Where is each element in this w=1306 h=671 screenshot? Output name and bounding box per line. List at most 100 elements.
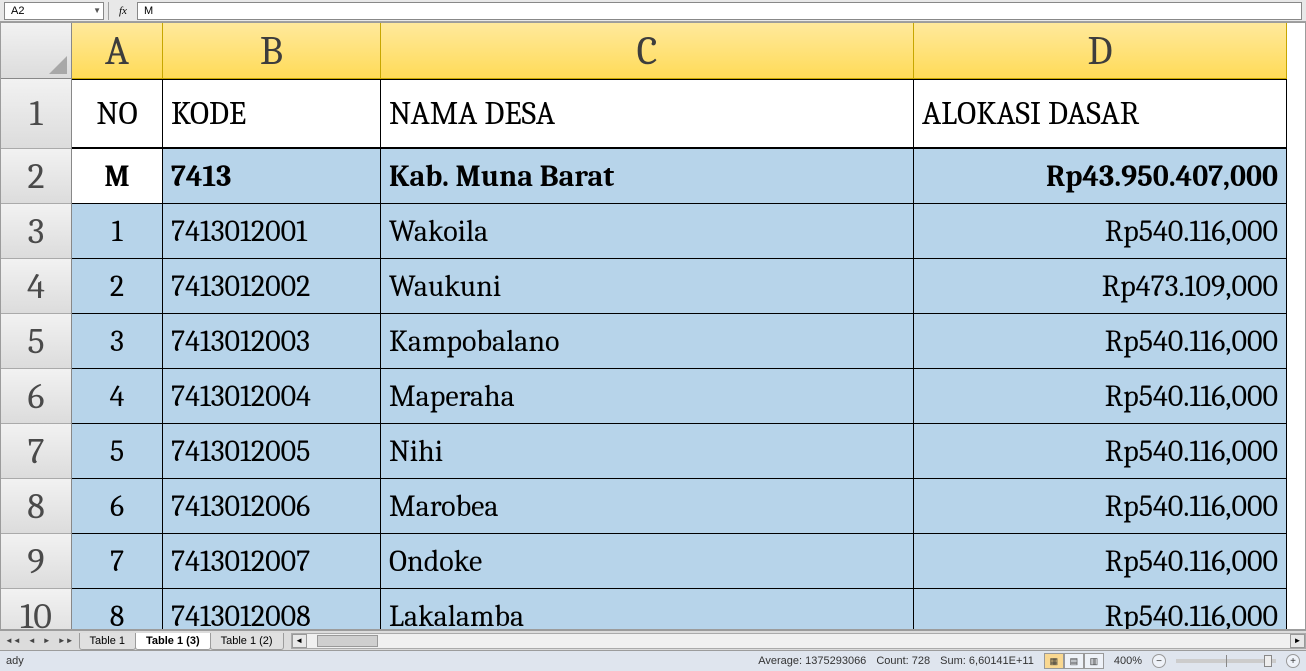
sheet-tab[interactable]: Table 1 (2)	[210, 633, 284, 650]
spreadsheet-grid: 1234567891011 ABCD NOKODENAMA DESAALOKAS…	[0, 22, 1306, 630]
name-box-value: A2	[11, 5, 24, 17]
cell-kode[interactable]: 7413012003	[163, 314, 381, 369]
tab-prev-icon[interactable]: ◄	[25, 634, 39, 647]
cell-kode[interactable]: 7413012001	[163, 204, 381, 259]
row-header-9[interactable]: 9	[1, 534, 71, 589]
column-header-B[interactable]: B	[163, 23, 381, 79]
column-header-A[interactable]: A	[72, 23, 163, 79]
table-header-row: NOKODENAMA DESAALOKASI DASAR	[72, 79, 1305, 149]
table-row: 67413012006MarobeaRp540.116,000	[72, 479, 1305, 534]
cell-kode[interactable]: 7413012002	[163, 259, 381, 314]
cell-nama[interactable]: Maperaha	[381, 369, 914, 424]
row-header-3[interactable]: 3	[1, 204, 71, 259]
cell-no[interactable]: 2	[72, 259, 163, 314]
cell-no[interactable]: 8	[72, 589, 163, 629]
name-box-dropdown-icon[interactable]: ▼	[93, 6, 101, 15]
cell-no[interactable]: 7	[72, 534, 163, 589]
sheet-tab-bar: ◄◄ ◄ ► ►► Table 1Table 1 (3)Table 1 (2) …	[0, 630, 1306, 650]
row-header-5[interactable]: 5	[1, 314, 71, 369]
cell-alo[interactable]: Rp540.116,000	[914, 479, 1287, 534]
select-all-corner[interactable]	[1, 23, 71, 79]
cell-nama[interactable]: Lakalamba	[381, 589, 914, 629]
cell-nama[interactable]: Kab. Muna Barat	[381, 149, 914, 204]
cell-nama[interactable]: Kampobalano	[381, 314, 914, 369]
cell-kode[interactable]: KODE	[163, 79, 381, 149]
formula-input[interactable]: M	[137, 2, 1302, 20]
sheet-tab[interactable]: Table 1 (3)	[135, 633, 211, 650]
name-box[interactable]: A2 ▼	[4, 2, 104, 20]
column-headers: ABCD	[72, 23, 1305, 79]
cell-nama[interactable]: Marobea	[381, 479, 914, 534]
view-page-break-icon[interactable]: ▥	[1084, 653, 1104, 669]
row-header-1[interactable]: 1	[1, 79, 71, 149]
row-header-6[interactable]: 6	[1, 369, 71, 424]
status-average: Average: 1375293066	[758, 655, 866, 667]
formula-input-value: M	[144, 5, 153, 17]
row-header-4[interactable]: 4	[1, 259, 71, 314]
table-row: 37413012003KampobalanoRp540.116,000	[72, 314, 1305, 369]
cell-alo[interactable]: Rp540.116,000	[914, 534, 1287, 589]
data-area[interactable]: NOKODENAMA DESAALOKASI DASARM7413Kab. Mu…	[72, 79, 1305, 629]
row-header-8[interactable]: 8	[1, 479, 71, 534]
sheet-tab[interactable]: Table 1	[79, 633, 136, 650]
cell-alo[interactable]: Rp540.116,000	[914, 424, 1287, 479]
cell-alo[interactable]: Rp540.116,000	[914, 369, 1287, 424]
zoom-level[interactable]: 400%	[1114, 655, 1142, 667]
cell-nama[interactable]: Wakoila	[381, 204, 914, 259]
column-header-D[interactable]: D	[914, 23, 1287, 79]
cell-no[interactable]: NO	[72, 79, 163, 149]
status-count: Count: 728	[876, 655, 930, 667]
fx-icon[interactable]: fx	[117, 5, 129, 17]
row-header-2[interactable]: 2	[1, 149, 71, 204]
tab-last-icon[interactable]: ►►	[55, 634, 77, 647]
cell-alo[interactable]: Rp43.950.407,000	[914, 149, 1287, 204]
status-sum: Sum: 6,60141E+11	[940, 655, 1034, 667]
cell-nama[interactable]: Waukuni	[381, 259, 914, 314]
view-page-layout-icon[interactable]: ▤	[1064, 653, 1084, 669]
formula-buttons: fx	[113, 5, 137, 17]
hscroll-right-icon[interactable]: ►	[1290, 634, 1305, 648]
table-row: 57413012005NihiRp540.116,000	[72, 424, 1305, 479]
table-row: 77413012007OndokeRp540.116,000	[72, 534, 1305, 589]
cell-kode[interactable]: 7413	[163, 149, 381, 204]
zoom-out-button[interactable]: −	[1152, 654, 1166, 668]
tab-next-icon[interactable]: ►	[40, 634, 54, 647]
cell-nama[interactable]: Ondoke	[381, 534, 914, 589]
tab-first-icon[interactable]: ◄◄	[2, 634, 24, 647]
cell-alo[interactable]: ALOKASI DASAR	[914, 79, 1287, 149]
cell-no[interactable]: 1	[72, 204, 163, 259]
zoom-slider-knob[interactable]	[1264, 655, 1272, 667]
cell-alo[interactable]: Rp540.116,000	[914, 589, 1287, 629]
cell-kode[interactable]: 7413012006	[163, 479, 381, 534]
cell-no[interactable]: 5	[72, 424, 163, 479]
cell-no[interactable]: 3	[72, 314, 163, 369]
cell-alo[interactable]: Rp540.116,000	[914, 314, 1287, 369]
horizontal-scrollbar[interactable]: ◄ ►	[291, 633, 1306, 649]
table-row: 47413012004MaperahaRp540.116,000	[72, 369, 1305, 424]
cell-nama[interactable]: NAMA DESA	[381, 79, 914, 149]
cell-no[interactable]: 6	[72, 479, 163, 534]
view-buttons: ▦ ▤ ▥	[1044, 653, 1104, 669]
column-header-C[interactable]: C	[381, 23, 914, 79]
hscroll-thumb[interactable]	[317, 635, 378, 647]
cell-kode[interactable]: 7413012007	[163, 534, 381, 589]
cell-alo[interactable]: Rp540.116,000	[914, 204, 1287, 259]
cell-no[interactable]: M	[72, 149, 163, 204]
cell-alo[interactable]: Rp473.109,000	[914, 259, 1287, 314]
hscroll-left-icon[interactable]: ◄	[292, 634, 307, 648]
zoom-slider[interactable]	[1176, 659, 1276, 663]
cell-kode[interactable]: 7413012008	[163, 589, 381, 629]
divider	[108, 2, 109, 20]
cell-kode[interactable]: 7413012005	[163, 424, 381, 479]
status-bar: ady Average: 1375293066 Count: 728 Sum: …	[0, 650, 1306, 671]
row-header-10[interactable]: 10	[1, 589, 71, 630]
cell-kode[interactable]: 7413012004	[163, 369, 381, 424]
cell-nama[interactable]: Nihi	[381, 424, 914, 479]
zoom-in-button[interactable]: +	[1286, 654, 1300, 668]
table-row: M7413Kab. Muna BaratRp43.950.407,000	[72, 149, 1305, 204]
row-header-7[interactable]: 7	[1, 424, 71, 479]
status-right: Average: 1375293066 Count: 728 Sum: 6,60…	[758, 653, 1300, 669]
view-normal-icon[interactable]: ▦	[1044, 653, 1064, 669]
cell-no[interactable]: 4	[72, 369, 163, 424]
sheet-tabs: Table 1Table 1 (3)Table 1 (2)	[79, 631, 283, 650]
